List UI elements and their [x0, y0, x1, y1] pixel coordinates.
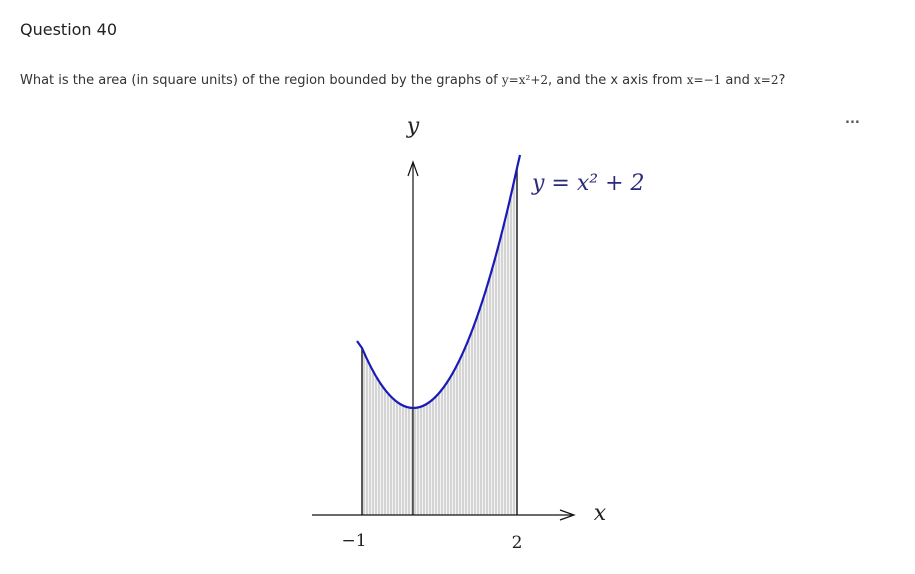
- equation: x=−1: [686, 73, 722, 87]
- y-axis-label: y: [406, 114, 420, 139]
- equation: y=x²+2: [501, 73, 549, 87]
- question-text: What is the area (in square units) of th…: [20, 73, 785, 88]
- text: What is the area (in square units) of th…: [20, 73, 498, 88]
- shaded-region: [362, 168, 517, 515]
- text: ?: [778, 73, 786, 88]
- equation: x=2: [754, 73, 779, 87]
- more-menu[interactable]: ...: [845, 112, 860, 127]
- curve: [356, 154, 522, 409]
- tick-label: −1: [341, 531, 366, 551]
- x-arrow: [559, 509, 576, 521]
- y-arrow: [407, 160, 419, 177]
- x-axis-label: x: [594, 501, 607, 526]
- text: and: [725, 73, 750, 88]
- question-title: Question 40: [20, 20, 118, 39]
- curve-label: y = x² + 2: [531, 171, 645, 196]
- tick-label: 2: [512, 533, 523, 553]
- text: , and the x axis from: [548, 73, 683, 88]
